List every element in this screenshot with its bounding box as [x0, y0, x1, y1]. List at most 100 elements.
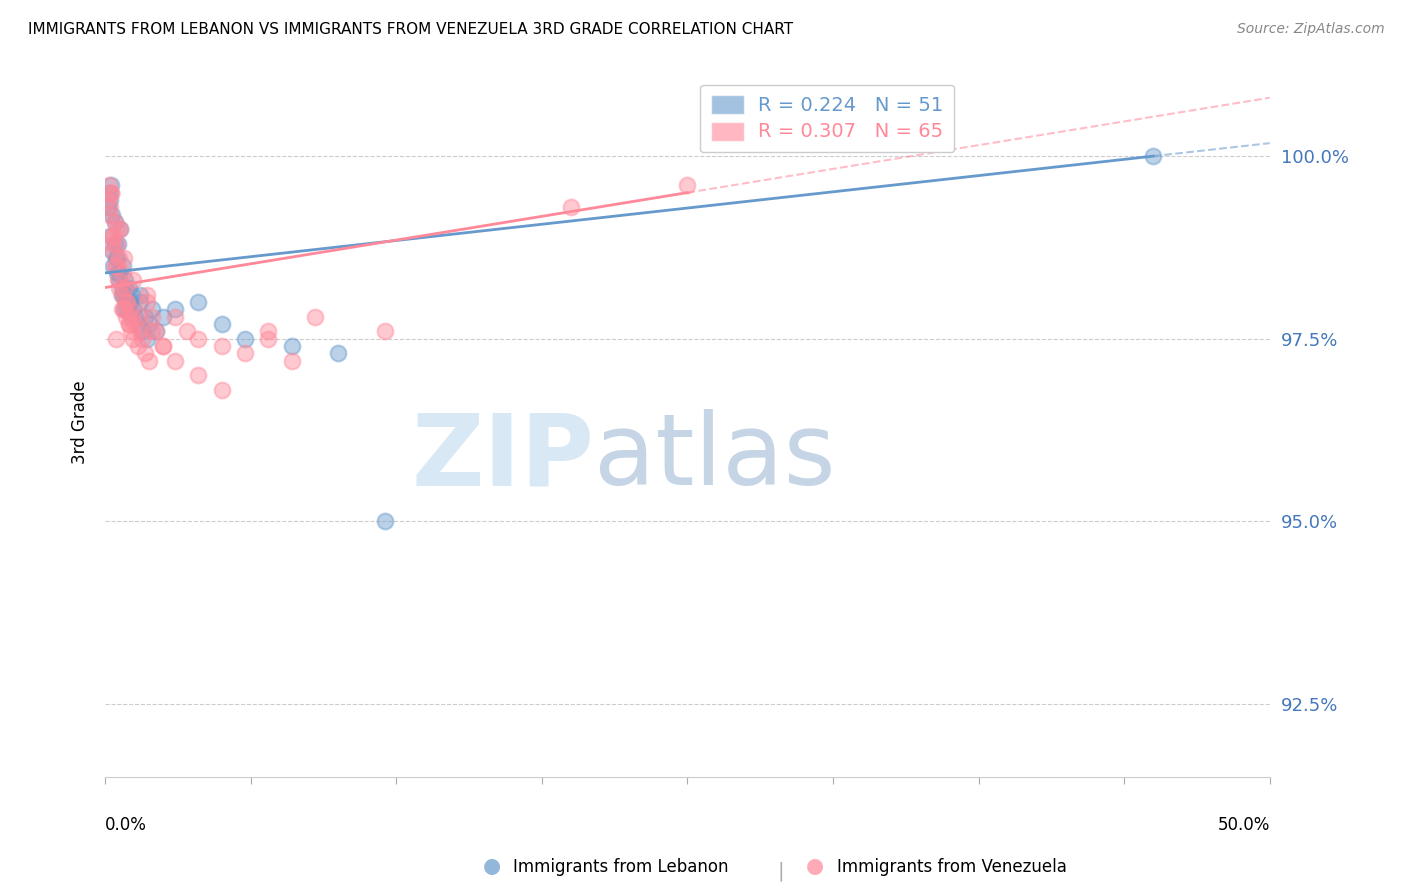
Point [138, 353, 160, 368]
Point [105, 222, 128, 236]
Point [98, 229, 121, 244]
Point [103, 215, 125, 229]
Point [103, 229, 125, 244]
Point [112, 302, 135, 317]
Point [134, 346, 156, 360]
Point [110, 288, 132, 302]
Point [110, 288, 132, 302]
Point [165, 310, 187, 324]
Point [115, 280, 138, 294]
Point [108, 273, 131, 287]
Point [152, 339, 174, 353]
Point [374, 324, 396, 338]
Point [103, 259, 125, 273]
Point [280, 353, 302, 368]
Text: 0.0%: 0.0% [105, 815, 148, 833]
Point [152, 310, 174, 324]
Point [112, 302, 135, 317]
Text: ZIP: ZIP [412, 409, 595, 507]
Point [124, 317, 146, 331]
Point [105, 252, 128, 266]
Point [107, 273, 129, 287]
Point [152, 339, 174, 353]
Point [98, 193, 121, 207]
Point [117, 317, 139, 331]
Point [280, 339, 302, 353]
Point [101, 207, 124, 221]
Y-axis label: 3rd Grade: 3rd Grade [72, 381, 89, 465]
Point [304, 310, 326, 324]
Point [111, 259, 134, 273]
Point [118, 295, 141, 310]
Text: 50.0%: 50.0% [1218, 815, 1270, 833]
Point [112, 288, 135, 302]
Point [121, 288, 143, 302]
Point [105, 266, 128, 280]
Point [110, 222, 132, 236]
Point [122, 273, 145, 287]
Point [115, 310, 138, 324]
Point [676, 178, 699, 193]
Point [138, 317, 160, 331]
Point [110, 222, 132, 236]
Point [100, 186, 122, 200]
Point [101, 236, 124, 251]
Text: |: | [778, 862, 783, 881]
Point [101, 229, 124, 244]
Text: ●: ● [807, 856, 824, 876]
Point [96, 200, 118, 214]
Point [1142, 149, 1164, 163]
Point [103, 215, 125, 229]
Point [110, 302, 132, 317]
Point [96, 193, 118, 207]
Text: ●: ● [484, 856, 501, 876]
Point [100, 178, 122, 193]
Point [141, 324, 163, 338]
Point [211, 317, 233, 331]
Point [103, 259, 125, 273]
Point [187, 368, 209, 383]
Point [114, 273, 136, 287]
Point [117, 295, 139, 310]
Point [129, 288, 152, 302]
Point [187, 295, 209, 310]
Point [103, 236, 125, 251]
Point [129, 324, 152, 338]
Point [107, 236, 129, 251]
Point [105, 236, 128, 251]
Point [117, 295, 139, 310]
Point [129, 310, 152, 324]
Text: IMMIGRANTS FROM LEBANON VS IMMIGRANTS FROM VENEZUELA 3RD GRADE CORRELATION CHART: IMMIGRANTS FROM LEBANON VS IMMIGRANTS FR… [28, 22, 793, 37]
Point [165, 302, 187, 317]
Point [211, 383, 233, 397]
Point [131, 332, 153, 346]
Point [176, 324, 198, 338]
Point [187, 332, 209, 346]
Point [257, 324, 280, 338]
Point [129, 295, 152, 310]
Point [117, 302, 139, 317]
Point [115, 295, 138, 310]
Point [127, 339, 149, 353]
Point [97, 178, 120, 193]
Point [108, 266, 131, 280]
Point [97, 186, 120, 200]
Point [122, 302, 145, 317]
Point [131, 324, 153, 338]
Point [257, 332, 280, 346]
Point [134, 310, 156, 324]
Point [103, 244, 125, 258]
Point [122, 332, 145, 346]
Text: Source: ZipAtlas.com: Source: ZipAtlas.com [1237, 22, 1385, 37]
Point [98, 207, 121, 221]
Point [145, 324, 167, 338]
Point [111, 266, 134, 280]
Point [108, 252, 131, 266]
Point [100, 186, 122, 200]
Point [117, 280, 139, 294]
Point [136, 295, 159, 310]
Point [233, 332, 256, 346]
Point [117, 317, 139, 331]
Point [114, 280, 136, 294]
Point [104, 252, 127, 266]
